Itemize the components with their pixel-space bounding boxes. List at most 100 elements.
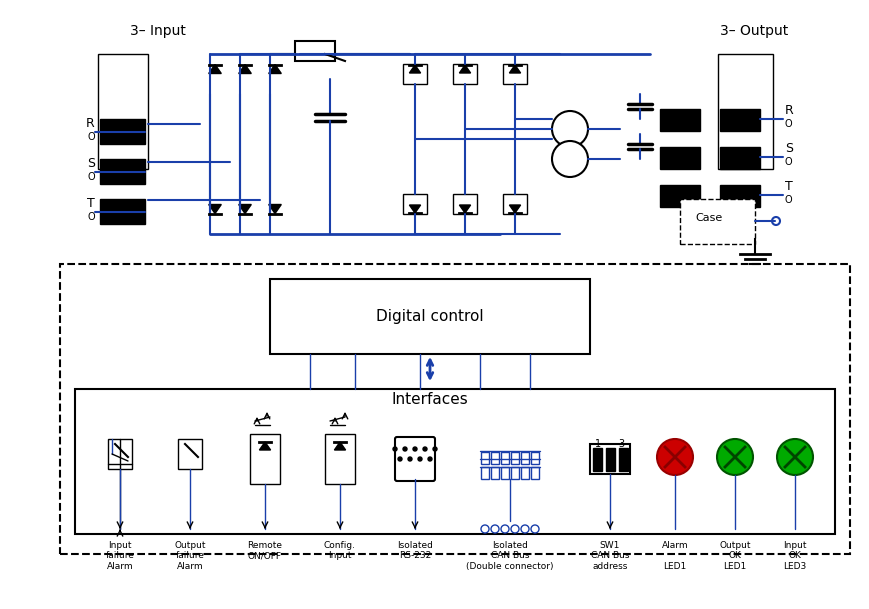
- Polygon shape: [459, 205, 470, 213]
- Polygon shape: [509, 65, 520, 73]
- Bar: [606, 448, 614, 471]
- Circle shape: [716, 439, 753, 475]
- Bar: [521, 467, 528, 479]
- Circle shape: [510, 525, 519, 533]
- Circle shape: [393, 447, 396, 451]
- Text: Digital control: Digital control: [375, 309, 483, 325]
- Text: R: R: [784, 105, 793, 118]
- Text: S: S: [87, 158, 95, 171]
- Bar: [720, 185, 760, 207]
- Polygon shape: [269, 205, 281, 214]
- Polygon shape: [334, 442, 345, 450]
- Circle shape: [656, 439, 693, 475]
- Bar: [660, 147, 700, 169]
- Circle shape: [413, 447, 416, 451]
- Text: O: O: [87, 172, 95, 182]
- Polygon shape: [509, 205, 520, 213]
- Bar: [510, 452, 519, 464]
- Bar: [402, 194, 427, 214]
- Text: T: T: [87, 197, 95, 211]
- Bar: [98, 54, 148, 169]
- Text: Interfaces: Interfaces: [391, 392, 468, 406]
- Bar: [720, 109, 760, 131]
- FancyBboxPatch shape: [395, 437, 434, 481]
- Bar: [178, 439, 202, 469]
- Text: O: O: [784, 157, 792, 167]
- Bar: [295, 41, 335, 61]
- Circle shape: [490, 525, 499, 533]
- Text: 3: 3: [617, 439, 623, 449]
- Bar: [501, 467, 508, 479]
- Polygon shape: [209, 205, 221, 214]
- Bar: [660, 109, 700, 131]
- Polygon shape: [238, 65, 251, 74]
- Polygon shape: [409, 65, 420, 73]
- Circle shape: [397, 457, 401, 461]
- Circle shape: [433, 447, 436, 451]
- Text: R: R: [86, 118, 95, 130]
- Bar: [60, 264, 849, 554]
- Text: Isolated
CAN Bus
(Double connector): Isolated CAN Bus (Double connector): [466, 541, 553, 571]
- Circle shape: [551, 111, 587, 147]
- Bar: [249, 434, 280, 484]
- Bar: [490, 467, 499, 479]
- Polygon shape: [409, 205, 420, 213]
- Circle shape: [501, 525, 508, 533]
- Bar: [510, 467, 519, 479]
- Bar: [530, 452, 539, 464]
- Bar: [720, 147, 760, 169]
- Polygon shape: [238, 205, 251, 214]
- Circle shape: [422, 447, 427, 451]
- Polygon shape: [269, 65, 281, 74]
- Bar: [108, 439, 132, 469]
- Bar: [402, 64, 427, 84]
- Circle shape: [521, 525, 528, 533]
- Circle shape: [530, 525, 539, 533]
- Text: Input
OK
LED3: Input OK LED3: [782, 541, 806, 571]
- Text: O: O: [87, 212, 95, 222]
- Bar: [501, 452, 508, 464]
- Polygon shape: [209, 65, 221, 74]
- Bar: [680, 199, 754, 244]
- Bar: [453, 194, 476, 214]
- Bar: [530, 467, 539, 479]
- Circle shape: [402, 447, 407, 451]
- Bar: [481, 467, 488, 479]
- Circle shape: [551, 141, 587, 177]
- Bar: [100, 199, 145, 224]
- Bar: [325, 434, 355, 484]
- Text: 1: 1: [594, 439, 600, 449]
- Polygon shape: [259, 442, 270, 450]
- Bar: [593, 448, 601, 471]
- Bar: [502, 64, 527, 84]
- Text: Input
failure
Alarm: Input failure Alarm: [105, 541, 135, 571]
- Text: Case: Case: [694, 213, 721, 223]
- Circle shape: [417, 457, 421, 461]
- Bar: [100, 159, 145, 184]
- Text: Config.
Input: Config. Input: [323, 541, 355, 560]
- Circle shape: [771, 217, 779, 225]
- Text: SW1
CAN Bus
address: SW1 CAN Bus address: [590, 541, 628, 571]
- Text: Remote
ON/OFF: Remote ON/OFF: [247, 541, 282, 560]
- Bar: [589, 444, 629, 474]
- Text: O: O: [784, 119, 792, 129]
- Polygon shape: [459, 65, 470, 73]
- Bar: [502, 194, 527, 214]
- Bar: [660, 185, 700, 207]
- Text: T: T: [784, 180, 792, 194]
- Text: S: S: [784, 143, 792, 155]
- Text: O: O: [87, 132, 95, 142]
- Text: O: O: [784, 195, 792, 205]
- Text: Alarm

LED1: Alarm LED1: [661, 541, 687, 571]
- Bar: [618, 448, 627, 471]
- Circle shape: [776, 439, 812, 475]
- Bar: [717, 54, 773, 169]
- Text: 3– Input: 3– Input: [129, 24, 186, 38]
- Circle shape: [408, 457, 412, 461]
- Text: Output
OK
LED1: Output OK LED1: [719, 541, 750, 571]
- Bar: [75, 389, 834, 534]
- Bar: [521, 452, 528, 464]
- Bar: [100, 119, 145, 144]
- Bar: [453, 64, 476, 84]
- Text: Output
failure
Alarm: Output failure Alarm: [174, 541, 205, 571]
